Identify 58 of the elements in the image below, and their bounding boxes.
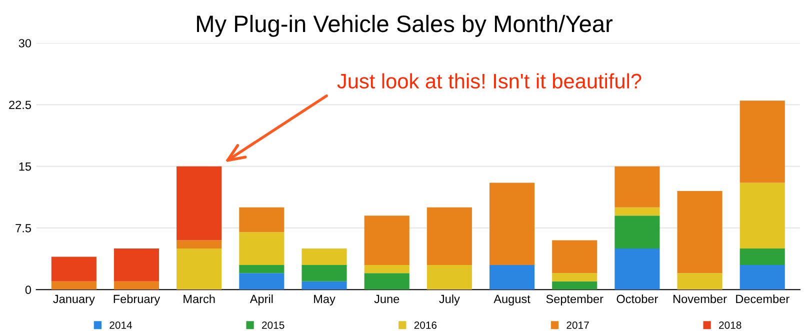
legend-label: 2015 (262, 321, 284, 329)
bar (176, 248, 222, 290)
bar (239, 232, 284, 265)
x-tick-label: July (439, 294, 460, 306)
x-tick-label: November (674, 294, 727, 304)
x-tick-label: April (250, 294, 273, 306)
bar (364, 264, 410, 274)
legend-label: 2017 (566, 321, 589, 329)
bar (552, 281, 598, 290)
bar (114, 281, 160, 290)
bar (677, 273, 722, 290)
bar (614, 216, 660, 249)
legend-label: 2014 (110, 321, 132, 329)
bar (489, 182, 535, 265)
bar (552, 240, 598, 274)
y-tick-label: 15 (19, 162, 32, 171)
bar (740, 248, 785, 265)
bar (426, 264, 472, 290)
x-tick-label: January (53, 294, 95, 306)
bar (614, 248, 660, 290)
bar (489, 264, 535, 290)
x-tick-label: May (314, 294, 336, 306)
x-tick-label: August (494, 294, 530, 306)
bar (364, 273, 410, 290)
x-tick-label: February (114, 294, 160, 306)
x-tick-label: October (616, 294, 658, 304)
bar (740, 100, 785, 183)
bar (302, 281, 347, 290)
bar (740, 182, 785, 249)
x-tick-label: September (546, 294, 604, 306)
chart-title: My Plug-in Vehicle Sales by Month/Year (197, 14, 613, 37)
bar (364, 216, 410, 265)
annotation: Just look at this! Isn't it beautiful? (337, 73, 642, 89)
y-tick-label: 30 (18, 39, 32, 48)
y-tick-label: 0 (25, 286, 32, 294)
y-tick-label: 22.5 (9, 100, 32, 110)
bar (51, 281, 96, 290)
bar (552, 273, 598, 282)
bar (239, 264, 284, 274)
bar (302, 264, 347, 282)
bar (176, 240, 222, 249)
bar (740, 264, 785, 290)
legend-label: 2018 (719, 321, 742, 329)
x-tick-label: December (736, 294, 790, 304)
bar (426, 207, 472, 265)
bar (239, 273, 284, 290)
bar (114, 248, 160, 282)
bar (614, 166, 660, 208)
bar (614, 207, 660, 216)
x-tick-label: March (184, 294, 215, 304)
bar (176, 166, 222, 240)
bar (51, 256, 96, 282)
legend-label: 2016 (414, 321, 437, 329)
x-tick-label: June (374, 294, 400, 304)
bar (239, 207, 284, 232)
bar (302, 248, 347, 265)
bar (677, 190, 722, 274)
y-tick-label: 7.5 (16, 224, 32, 232)
